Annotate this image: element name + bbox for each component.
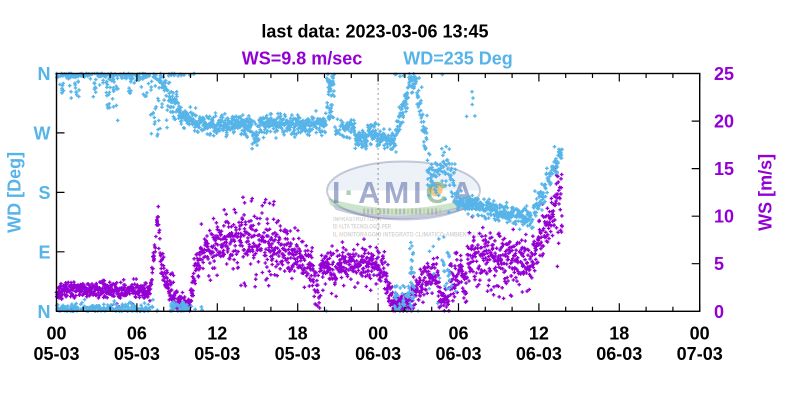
svg-text:WS [m/s]: WS [m/s] bbox=[756, 154, 776, 231]
svg-text:WS=9.8 m/sec: WS=9.8 m/sec bbox=[242, 49, 363, 69]
svg-text:12: 12 bbox=[529, 324, 549, 344]
svg-text:W: W bbox=[34, 123, 51, 143]
svg-text:06: 06 bbox=[448, 324, 468, 344]
svg-text:00: 00 bbox=[690, 324, 710, 344]
svg-text:00: 00 bbox=[368, 324, 388, 344]
svg-text:E: E bbox=[38, 242, 50, 262]
svg-text:25: 25 bbox=[714, 64, 734, 84]
svg-text:WD [Deg]: WD [Deg] bbox=[5, 152, 25, 233]
svg-text:00: 00 bbox=[46, 324, 66, 344]
svg-text:06-03: 06-03 bbox=[435, 344, 481, 364]
svg-text:N: N bbox=[38, 302, 51, 322]
svg-text:last data: 2023-03-06 13:45: last data: 2023-03-06 13:45 bbox=[261, 22, 488, 42]
svg-text:05-03: 05-03 bbox=[275, 344, 321, 364]
svg-text:WD=235 Deg: WD=235 Deg bbox=[403, 49, 513, 69]
svg-text:N: N bbox=[38, 64, 51, 84]
svg-text:18: 18 bbox=[288, 324, 308, 344]
svg-text:06-03: 06-03 bbox=[596, 344, 642, 364]
svg-text:07-03: 07-03 bbox=[677, 344, 723, 364]
svg-text:05-03: 05-03 bbox=[114, 344, 160, 364]
svg-text:INFRASTRUTTURA: INFRASTRUTTURA bbox=[333, 217, 382, 223]
svg-text:05-03: 05-03 bbox=[194, 344, 240, 364]
svg-text:15: 15 bbox=[714, 159, 734, 179]
svg-text:20: 20 bbox=[714, 112, 734, 132]
svg-text:10: 10 bbox=[714, 207, 734, 227]
svg-text:06-03: 06-03 bbox=[516, 344, 562, 364]
svg-text:18: 18 bbox=[609, 324, 629, 344]
svg-text:06-03: 06-03 bbox=[355, 344, 401, 364]
svg-text:12: 12 bbox=[207, 324, 227, 344]
svg-text:I·AMICA: I·AMICA bbox=[332, 175, 477, 210]
svg-text:S: S bbox=[38, 183, 50, 203]
svg-text:05-03: 05-03 bbox=[33, 344, 79, 364]
svg-text:06: 06 bbox=[127, 324, 147, 344]
svg-text:0: 0 bbox=[714, 302, 724, 322]
svg-text:5: 5 bbox=[714, 254, 724, 274]
svg-text:IL MONITORAGGIO INTEGRATO CLIM: IL MONITORAGGIO INTEGRATO CLIMATICO-AMBI… bbox=[333, 233, 480, 239]
svg-text:DI ALTA TECNOLOGIA PER: DI ALTA TECNOLOGIA PER bbox=[333, 225, 391, 231]
